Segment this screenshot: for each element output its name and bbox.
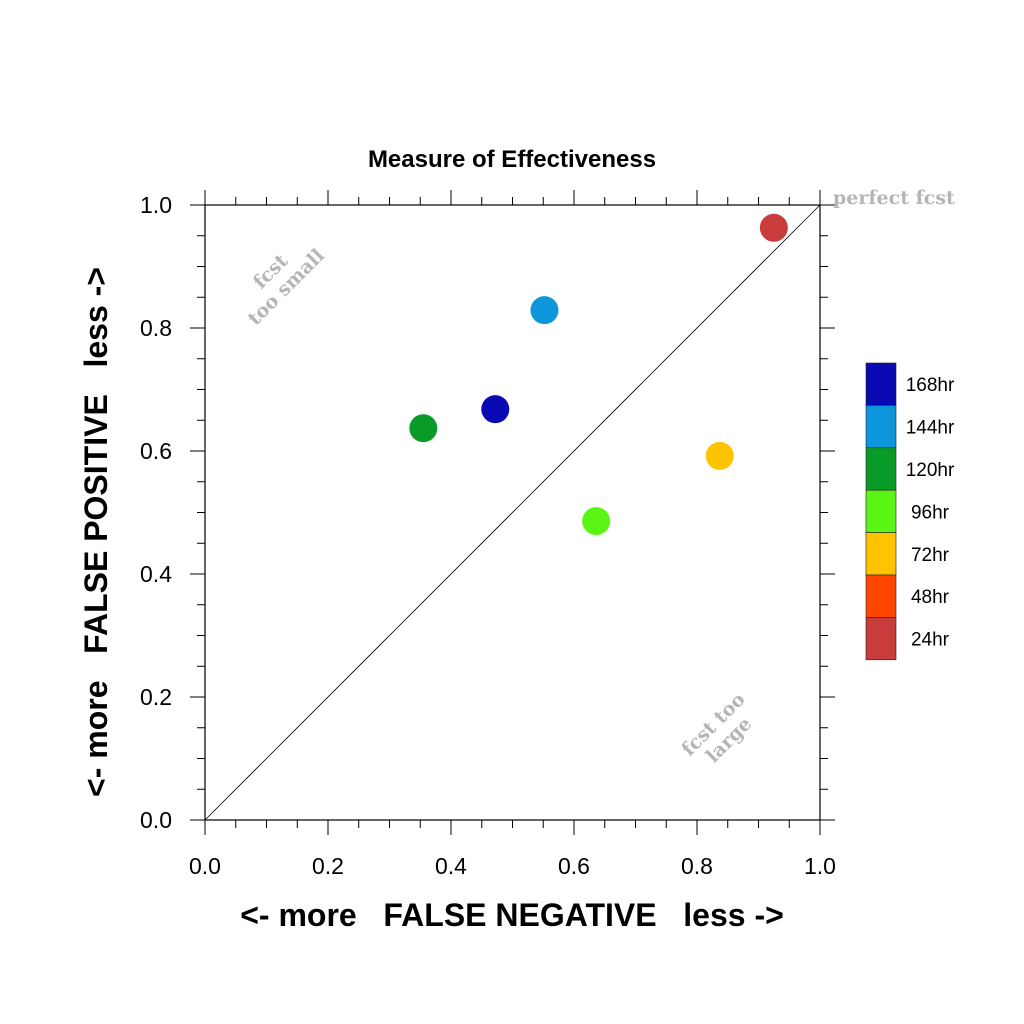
legend-label-120hr: 120hr [906,460,955,481]
x-tick-label: 0.6 [558,853,590,879]
y-tick-label: 1.0 [140,192,172,218]
legend-label-96hr: 96hr [911,502,950,523]
legend-swatch-144hr [865,405,897,449]
perfect-forecast-diagonal [204,204,821,821]
plot-area: 0.0 0.2 0.4 0.6 0.8 1.0 0.0 0.2 0.4 0.6 0.8 1.0 [140,190,836,879]
data-points [409,213,788,536]
x-tick-label: 0.4 [435,853,467,879]
x-axis-title: <- more FALSE NEGATIVE less -> [240,897,784,933]
x-tick-label: 0.8 [681,853,713,879]
y-tick-label: 0.8 [140,315,172,341]
point-168hr [481,395,510,424]
legend-label-72hr: 72hr [911,545,950,566]
legend-label-168hr: 168hr [906,375,955,396]
legend-swatch-96hr [865,489,897,533]
legend-swatch-24hr [865,617,897,661]
x-tick-label: 1.0 [804,853,836,879]
axis-tick-labels: 0.0 0.2 0.4 0.6 0.8 1.0 0.0 0.2 0.4 0.6 0.8 1.0 [140,192,836,879]
legend: 168hr 144hr 120hr 96hr 72hr 48hr 24hr [865,362,955,661]
point-144hr [530,296,559,325]
chart-title: Measure of Effectiveness [368,146,656,173]
y-tick-label: 0.2 [140,684,172,710]
x-tick-label: 0.2 [312,853,344,879]
point-120hr [409,414,438,443]
perfect-forecast-annotation: perfect fcst [833,187,955,209]
legend-label-144hr: 144hr [906,418,955,439]
x-tick-label: 0.0 [189,853,221,879]
legend-swatch-168hr [865,362,897,406]
legend-swatch-72hr [865,532,897,576]
legend-label-48hr: 48hr [911,587,950,608]
legend-label-24hr: 24hr [911,630,950,651]
point-24hr [759,213,788,242]
legend-swatch-120hr [865,447,897,491]
legend-swatch-48hr [865,574,897,618]
y-tick-label: 0.0 [140,807,172,833]
y-tick-label: 0.6 [140,438,172,464]
point-96hr [582,507,611,536]
y-axis-title: <- more FALSE POSITIVE less -> [78,267,114,797]
y-tick-label: 0.4 [140,561,172,587]
point-72hr [705,441,734,470]
axis-ticks [190,190,835,835]
